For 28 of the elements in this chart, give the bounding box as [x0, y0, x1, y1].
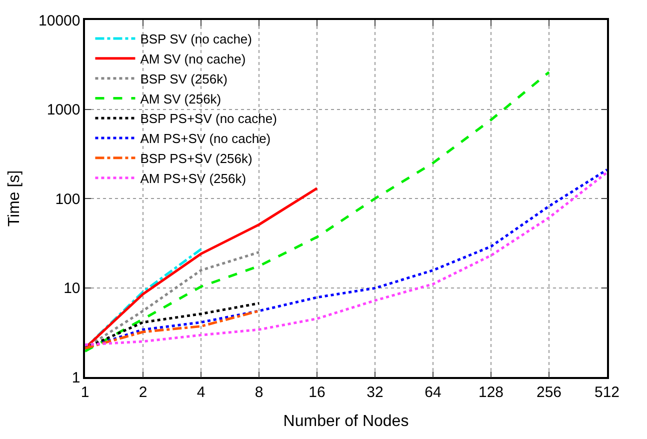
- legend-label: AM SV (no cache): [140, 51, 246, 66]
- line-series: [85, 310, 260, 350]
- x-tick-label: 64: [424, 384, 442, 401]
- x-tick-label: 32: [366, 384, 384, 401]
- line-series: [85, 187, 318, 350]
- y-tick-label: 10000: [38, 12, 80, 30]
- y-tick-label: 100: [55, 190, 80, 208]
- x-tick-label: 256: [536, 384, 562, 401]
- x-tick-label: 2: [138, 384, 148, 401]
- legend-label: BSP PS+SV (256k): [140, 150, 252, 166]
- y-tick-label: 1000: [46, 102, 80, 118]
- legend-label: BSP SV (no cache): [140, 32, 252, 47]
- legend-label: AM PS+SV (256k): [140, 170, 246, 186]
- x-tick-label: 512: [594, 384, 620, 401]
- legend-label: AM SV (256k): [140, 91, 222, 106]
- line-series: [85, 250, 260, 350]
- x-tick-label: 4: [196, 384, 206, 401]
- x-tick-label: 16: [308, 384, 326, 401]
- y-axis-title: Time [s]: [6, 170, 23, 227]
- x-tick-label: 8: [254, 384, 264, 401]
- y-tick-label: 1: [72, 369, 80, 386]
- x-axis-title: Number of Nodes: [283, 412, 409, 430]
- x-tick-label: 128: [478, 384, 504, 401]
- line-series: [85, 70, 550, 353]
- legend-label: BSP PS+SV (no cache): [140, 111, 277, 126]
- legend-label: AM PS+SV (no cache): [140, 131, 271, 146]
- y-tick-label: 10: [64, 280, 80, 297]
- legend-label: BSP SV (256k): [140, 71, 228, 86]
